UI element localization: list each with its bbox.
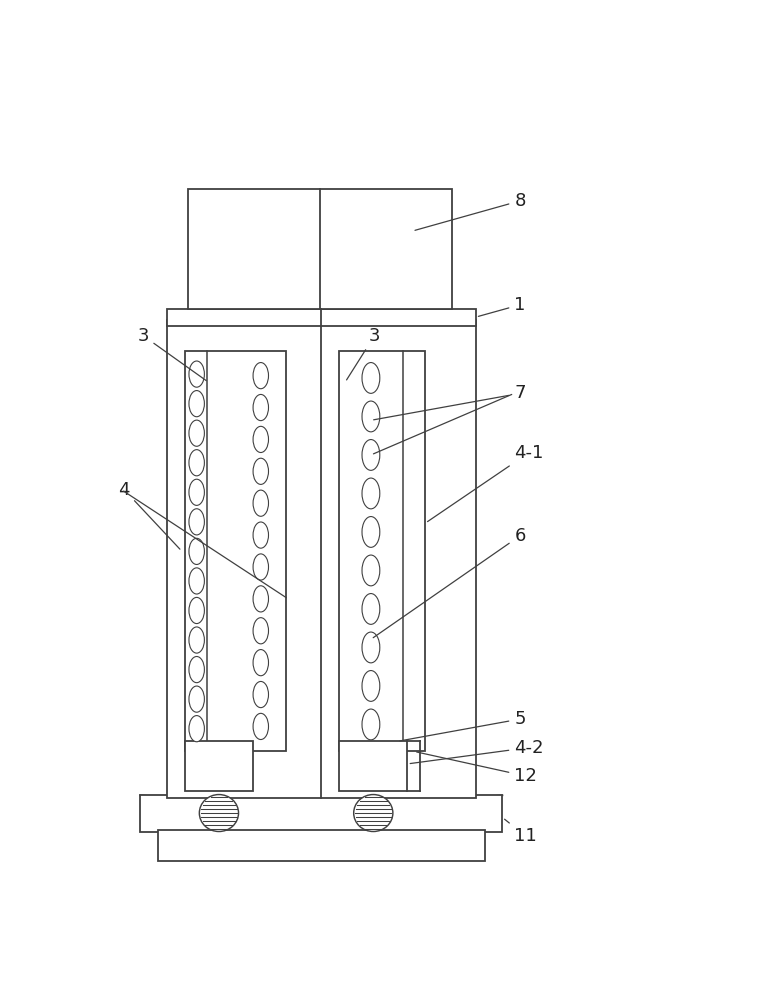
Ellipse shape [362,478,380,509]
Ellipse shape [253,363,269,389]
Ellipse shape [189,391,205,417]
Ellipse shape [253,713,269,740]
Ellipse shape [189,686,205,712]
Ellipse shape [189,716,205,742]
Ellipse shape [362,671,380,701]
Bar [167,309,476,326]
Ellipse shape [189,361,205,387]
Ellipse shape [253,458,269,484]
Text: 6: 6 [373,527,525,638]
Ellipse shape [253,490,269,516]
Text: 1: 1 [478,296,525,316]
Ellipse shape [189,420,205,446]
Ellipse shape [362,709,380,740]
Ellipse shape [362,632,380,663]
Text: 3: 3 [346,327,381,380]
Text: 12: 12 [417,752,537,785]
Text: 4-2: 4-2 [410,739,544,764]
Ellipse shape [253,426,269,453]
Ellipse shape [253,522,269,548]
Ellipse shape [362,440,380,470]
Ellipse shape [354,795,393,832]
Bar [339,351,425,751]
Text: 11: 11 [505,819,537,845]
Ellipse shape [189,479,205,505]
Ellipse shape [362,594,380,624]
Ellipse shape [189,656,205,683]
Text: 5: 5 [400,710,525,741]
Text: 4-1: 4-1 [427,444,544,522]
Text: 4: 4 [118,481,180,549]
Ellipse shape [189,597,205,624]
Ellipse shape [189,509,205,535]
Ellipse shape [199,795,238,832]
Ellipse shape [253,554,269,580]
Bar [185,351,286,751]
Ellipse shape [189,568,205,594]
Ellipse shape [253,394,269,421]
Ellipse shape [362,363,380,393]
Bar [140,795,502,832]
Ellipse shape [253,586,269,612]
Text: 7: 7 [374,384,525,420]
Ellipse shape [362,517,380,547]
Bar [167,320,476,798]
Ellipse shape [362,555,380,586]
Bar [188,189,452,309]
Ellipse shape [253,681,269,708]
Ellipse shape [189,450,205,476]
Ellipse shape [253,618,269,644]
Bar [339,741,408,791]
Bar [185,741,253,791]
Text: 8: 8 [415,192,525,230]
Ellipse shape [362,401,380,432]
Bar [158,830,485,861]
Ellipse shape [189,538,205,564]
Ellipse shape [253,650,269,676]
Text: 3: 3 [137,327,206,381]
Ellipse shape [189,627,205,653]
